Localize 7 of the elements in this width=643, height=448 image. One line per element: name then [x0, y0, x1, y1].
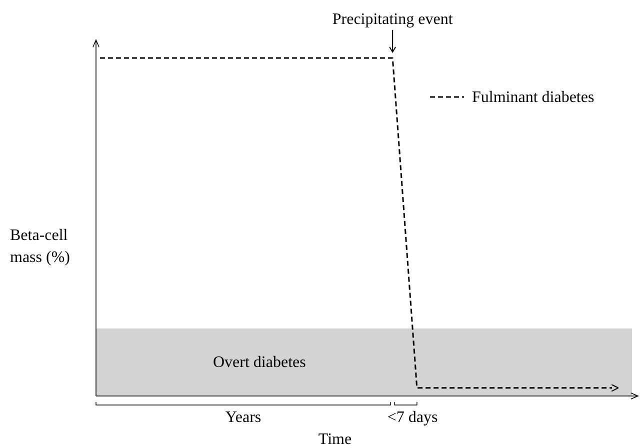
legend-label: Fulminant diabetes	[472, 89, 594, 106]
y-axis-title: Beta-cell mass (%)	[10, 227, 70, 266]
band-label: Overt diabetes	[213, 354, 306, 372]
x-axis-title: Time	[318, 431, 352, 448]
annotation: Precipitating event	[332, 11, 454, 28]
text: Years	[225, 409, 262, 426]
text: <7 days	[387, 409, 438, 426]
